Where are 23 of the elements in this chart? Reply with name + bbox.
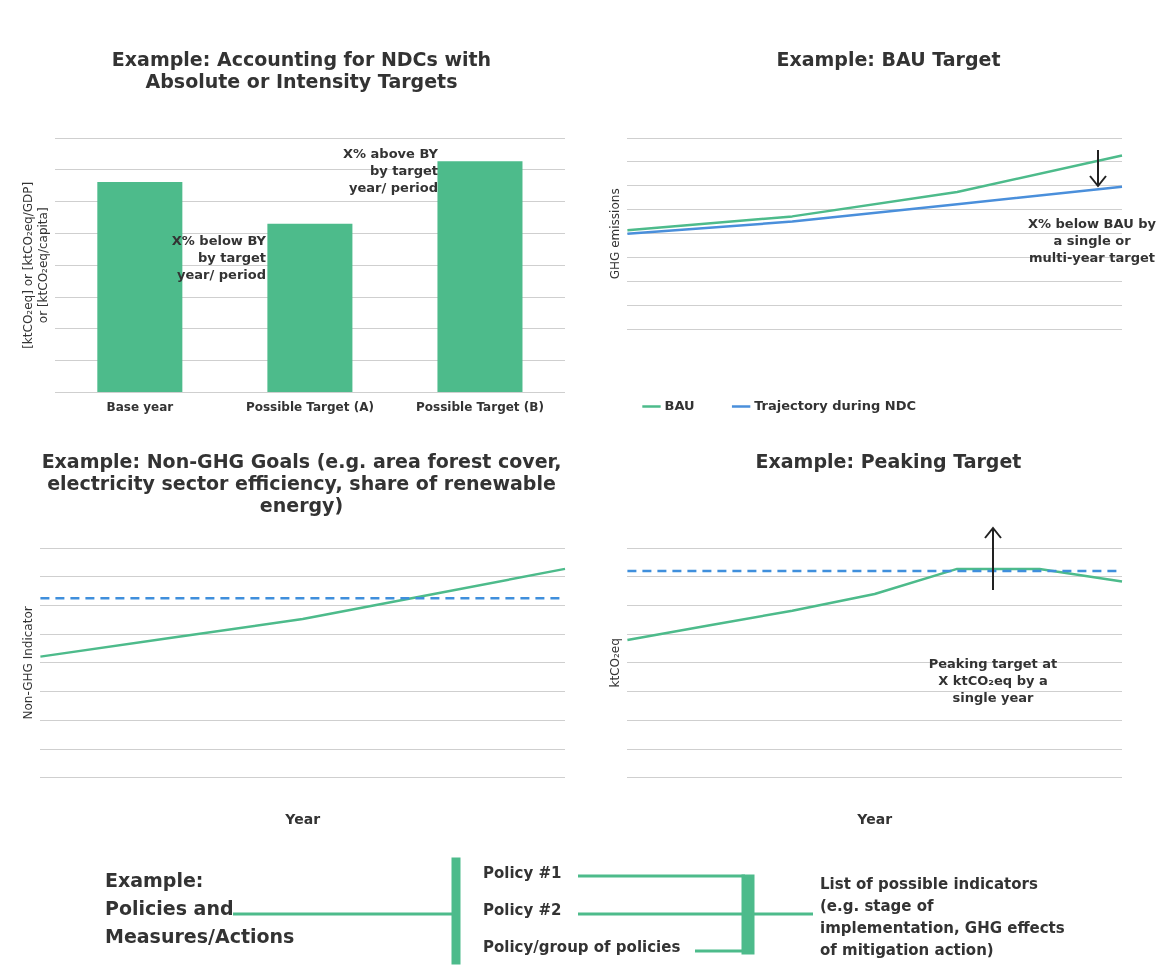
legend-label: BAU — [664, 397, 695, 413]
x-tick-label: Possible Target (A) — [245, 399, 374, 414]
y-axis-title: [ktCO₂eq] or [ktCO₂eq/GDP] or [ktCO₂eq/capita] — [21, 181, 50, 349]
x-tick-label: Possible Target (B) — [416, 399, 544, 414]
y-axis-title: Non-GHG Indicator — [21, 606, 36, 720]
legend-label: Trajectory during NDC — [754, 397, 917, 413]
chart-title: Example: BAU Target — [775, 48, 1002, 70]
x-tick-label: Base year — [106, 399, 174, 414]
y-axis-title: GHG emissions — [608, 188, 623, 280]
text: Policy #1 — [483, 864, 562, 882]
annotation: X% below BAU by a single or multi-year target — [1027, 215, 1157, 265]
annotation: Peaking target at X ktCO₂eq by a single year — [928, 655, 1058, 705]
text: Policy #2 — [483, 901, 562, 919]
x-axis-title: Year — [856, 811, 893, 828]
x-axis-title: Year — [284, 811, 321, 828]
annotation: X% above BY by target year/ period — [342, 145, 439, 195]
y-axis-title: ktCO₂eq — [608, 638, 623, 688]
chart-title: Example: Accounting for NDCs with Absolute or Intensity Targets — [110, 48, 493, 92]
text: List of possible indicators (e.g. stage of implementation, GHG effects of mitigation action) — [820, 874, 1066, 961]
text: Example: Policies and Measures/Actions — [105, 868, 295, 949]
chart-title: Example: Peaking Target — [754, 450, 1023, 472]
text: Policy/group of policies — [483, 938, 681, 956]
chart-title: Example: Non-GHG Goals (e.g. area forest cover, electricity sector efficiency, share of renewable energy) — [40, 450, 563, 516]
